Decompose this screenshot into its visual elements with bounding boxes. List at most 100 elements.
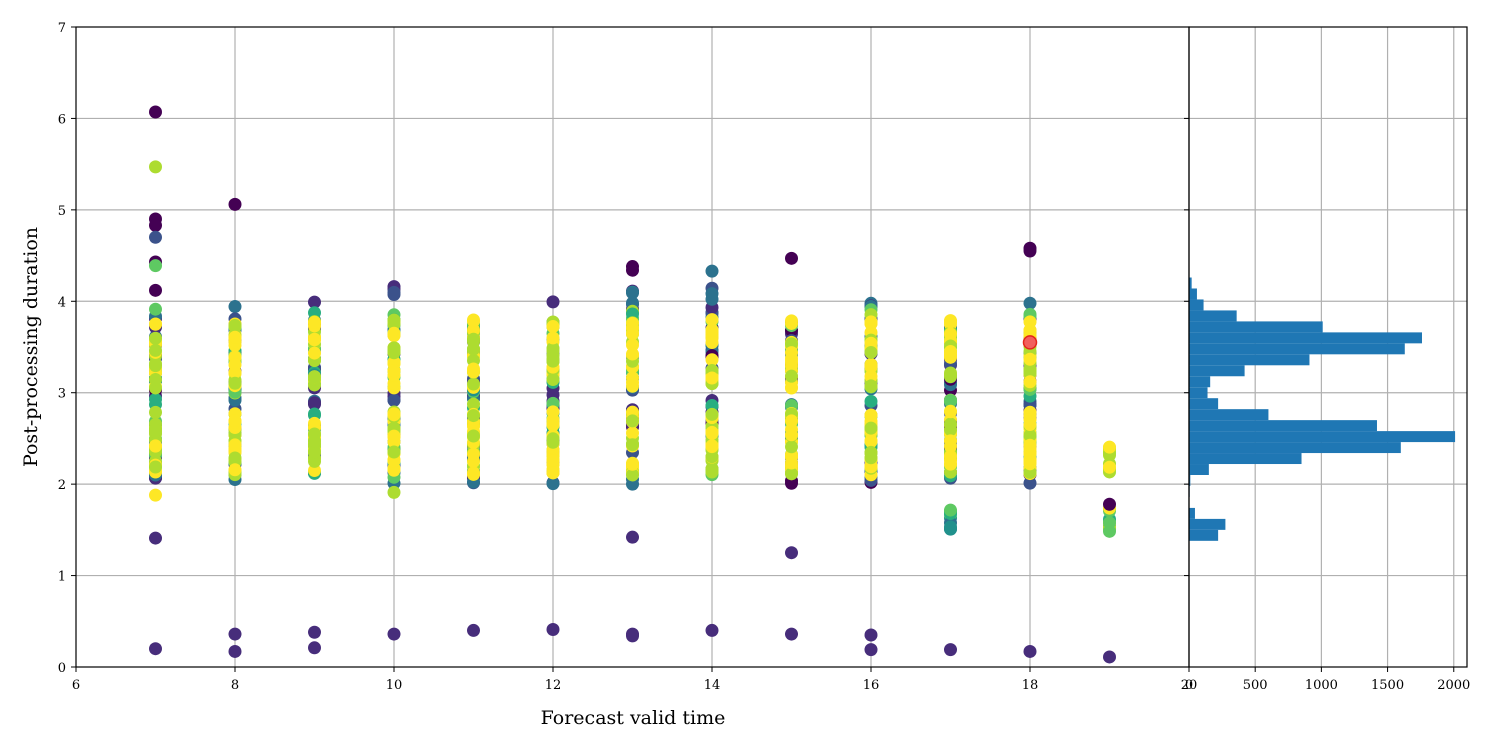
scatter-point xyxy=(308,434,321,448)
scatter-point xyxy=(467,467,480,481)
scatter-point xyxy=(864,345,878,359)
y-tick-label: 1 xyxy=(58,570,66,585)
x-tick-label: 16 xyxy=(863,678,880,693)
scatter-point xyxy=(626,263,639,277)
scatter-point xyxy=(228,197,242,211)
x-tick-label: 6 xyxy=(72,678,80,693)
scatter-point xyxy=(944,344,957,358)
histogram-bar xyxy=(1189,442,1401,454)
scatter-point xyxy=(149,439,162,453)
scatter-point xyxy=(1023,352,1037,366)
scatter-point xyxy=(149,642,162,656)
scatter-point xyxy=(467,623,480,637)
scatter-point xyxy=(149,405,162,419)
scatter-point xyxy=(149,105,162,119)
x-tick-label: 14 xyxy=(704,678,721,693)
scatter-point xyxy=(1023,476,1037,490)
y-tick-label: 4 xyxy=(58,295,66,310)
scatter-point xyxy=(785,467,798,481)
scatter-point xyxy=(626,286,639,300)
histogram-x-tick-label: 500 xyxy=(1243,678,1268,693)
scatter-point xyxy=(149,283,162,297)
histogram-bar xyxy=(1189,529,1219,541)
scatter-point xyxy=(467,447,480,461)
scatter-point xyxy=(705,313,719,327)
scatter-point xyxy=(308,332,321,346)
scatter-point xyxy=(467,342,480,356)
scatter-point xyxy=(308,346,321,360)
scatter-point xyxy=(308,407,321,421)
scatter-point xyxy=(228,644,242,658)
histogram-x-tick-label: 0 xyxy=(1185,678,1193,693)
scatter-point xyxy=(626,379,639,393)
scatter-point xyxy=(1023,375,1037,389)
scatter-point xyxy=(705,353,719,367)
scatter-points xyxy=(149,105,1116,664)
histogram-bar xyxy=(1189,376,1211,388)
scatter-point xyxy=(705,407,719,421)
histogram-bar xyxy=(1189,464,1209,475)
histogram-bar xyxy=(1189,343,1405,355)
scatter-point xyxy=(149,531,162,545)
scatter-point xyxy=(1023,244,1037,258)
scatter-point xyxy=(1023,428,1037,442)
scatter-point xyxy=(228,358,242,372)
scatter-point xyxy=(308,445,321,459)
scatter-point xyxy=(387,329,401,343)
histogram-x-tick-label: 1000 xyxy=(1305,678,1338,693)
scatter-point xyxy=(705,264,719,278)
y-tick-label: 7 xyxy=(58,21,66,36)
scatter-point xyxy=(467,313,480,327)
scatter-point xyxy=(1103,440,1116,454)
scatter-point xyxy=(149,317,162,331)
scatter-point xyxy=(864,451,878,465)
scatter-point xyxy=(1023,363,1037,377)
scatter-point xyxy=(149,488,162,502)
scatter-point xyxy=(785,369,798,383)
scatter-point xyxy=(864,408,878,422)
scatter-point xyxy=(944,405,957,419)
histogram-bar xyxy=(1189,277,1192,289)
x-tick-label: 20 xyxy=(1181,678,1198,693)
scatter-point xyxy=(308,295,321,309)
scatter-point xyxy=(1023,418,1037,432)
scatter-point xyxy=(944,394,957,408)
scatter-point xyxy=(785,414,798,428)
scatter-point xyxy=(308,315,321,329)
scatter-point xyxy=(546,453,560,467)
scatter-point xyxy=(149,423,162,437)
scatter-point xyxy=(705,335,719,349)
scatter-point xyxy=(944,327,957,341)
scatter-point xyxy=(467,429,480,443)
scatter-point xyxy=(387,287,401,301)
scatter-point xyxy=(546,331,560,345)
y-tick-label: 0 xyxy=(58,661,66,676)
scatter-point xyxy=(387,346,401,360)
scatter-point xyxy=(864,358,878,372)
scatter-point xyxy=(626,456,639,470)
scatter-point xyxy=(387,485,401,499)
histogram-x-tick-label: 2000 xyxy=(1437,678,1470,693)
scatter-point xyxy=(864,379,878,393)
scatter-point xyxy=(944,520,957,534)
scatter-point xyxy=(546,623,560,637)
scatter-point xyxy=(149,302,162,316)
scatter-point xyxy=(626,321,639,335)
scatter-point xyxy=(705,426,719,440)
scatter-point xyxy=(626,530,639,544)
histogram-bar xyxy=(1189,310,1237,322)
scatter-point xyxy=(944,368,957,382)
scatter-point xyxy=(705,371,719,385)
histogram-bar xyxy=(1189,387,1208,399)
scatter-point xyxy=(228,451,242,465)
scatter-point xyxy=(1103,516,1116,530)
y-tick-label: 5 xyxy=(58,204,66,219)
scatter-point xyxy=(228,627,242,641)
scatter-point xyxy=(546,373,560,387)
y-axis-label: Post-processing duration xyxy=(20,227,42,467)
histogram-bar xyxy=(1189,420,1377,432)
scatter-point xyxy=(387,393,401,407)
scatter-point xyxy=(944,503,957,517)
